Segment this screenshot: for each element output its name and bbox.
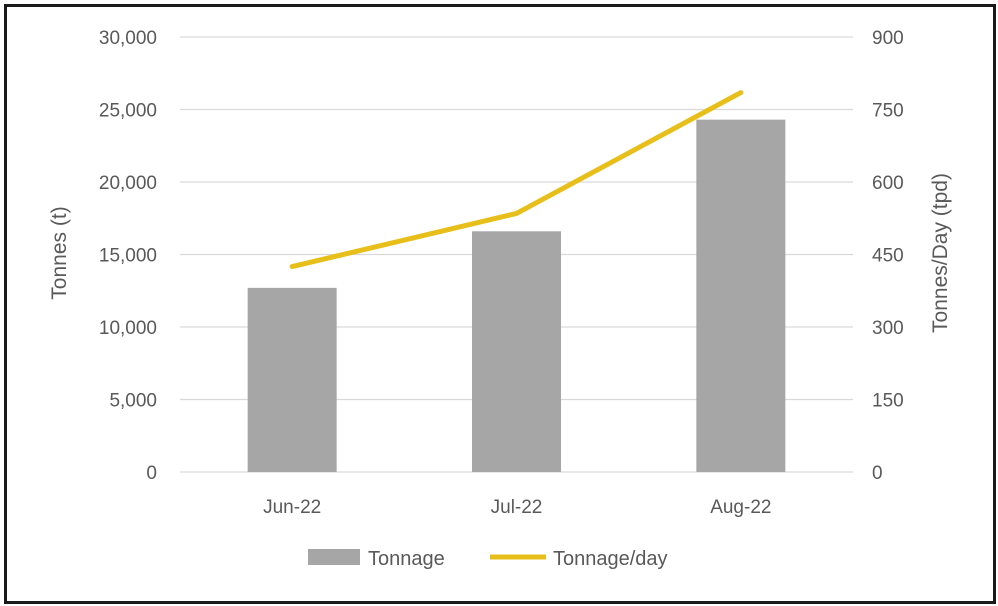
y2-tick-label: 300 xyxy=(872,318,904,339)
y2-tick-label: 450 xyxy=(872,246,904,267)
bar-tonnage xyxy=(247,287,337,472)
x-tick-label: Jun-22 xyxy=(263,497,321,518)
y-tick-label: 5,000 xyxy=(109,391,157,412)
legend: Tonnage Tonnage/day xyxy=(308,548,668,570)
y-tick-label: 20,000 xyxy=(99,173,157,194)
left-axis-ticks: 0 5,000 10,000 15,000 20,000 25,000 30,000 xyxy=(99,28,157,484)
x-axis-ticks: Jun-22 Jul-22 Aug-22 xyxy=(263,497,771,518)
y2-tick-label: 750 xyxy=(872,101,904,122)
y2-axis-title: Tonnes/Day (tpd) xyxy=(929,173,952,333)
y2-tick-label: 150 xyxy=(872,391,904,412)
y-axis-title: Tonnes (t) xyxy=(48,206,71,299)
y2-tick-label: 0 xyxy=(872,463,883,484)
bar-tonnage xyxy=(472,231,561,472)
legend-swatch-tonnage xyxy=(308,549,360,565)
x-tick-label: Aug-22 xyxy=(710,497,771,518)
right-axis-ticks: 0 150 300 450 600 750 900 xyxy=(872,28,904,484)
y-tick-label: 15,000 xyxy=(99,246,157,267)
y-tick-label: 0 xyxy=(146,463,157,484)
y-tick-label: 30,000 xyxy=(99,28,157,49)
bar-tonnage xyxy=(696,119,786,473)
bar-series-tonnage xyxy=(247,119,786,473)
x-tick-label: Jul-22 xyxy=(491,497,543,518)
y-tick-label: 10,000 xyxy=(99,318,157,339)
y2-tick-label: 600 xyxy=(872,173,904,194)
line-series-tonnage-per-day xyxy=(289,90,744,270)
y-tick-label: 25,000 xyxy=(99,101,157,122)
legend-label-tonnage: Tonnage xyxy=(368,548,445,570)
legend-label-tonnage-per-day: Tonnage/day xyxy=(553,548,668,570)
y2-tick-label: 900 xyxy=(872,28,904,49)
